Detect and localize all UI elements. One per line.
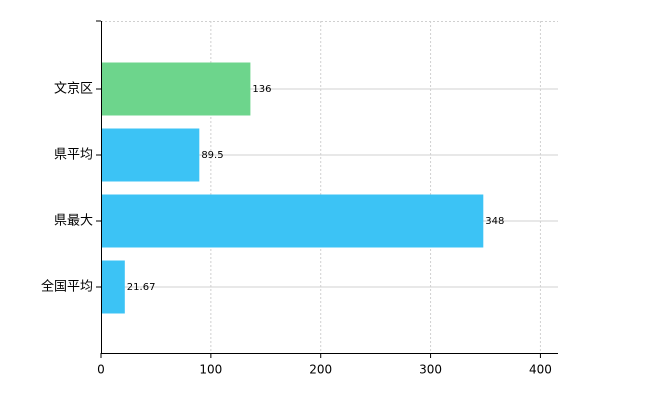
x-tick-label: 100 — [199, 363, 222, 377]
value-label: 21.67 — [127, 282, 156, 293]
y-tick-label: 県平均 — [54, 148, 93, 163]
value-label: 348 — [485, 216, 504, 227]
y-tick-label: 全国平均 — [41, 279, 93, 295]
x-tick-label: 0 — [97, 363, 105, 377]
bar — [101, 260, 125, 314]
y-tick-label: 文京区 — [54, 82, 93, 97]
bar — [101, 194, 484, 248]
x-tick-label: 300 — [419, 363, 442, 377]
y-tick-label: 県最大 — [54, 214, 93, 229]
bar — [101, 62, 251, 116]
value-label: 136 — [252, 84, 271, 95]
x-tick-label: 200 — [309, 363, 332, 377]
value-label: 89.5 — [201, 150, 223, 161]
bar — [101, 128, 200, 182]
x-tick-label: 400 — [529, 363, 552, 377]
